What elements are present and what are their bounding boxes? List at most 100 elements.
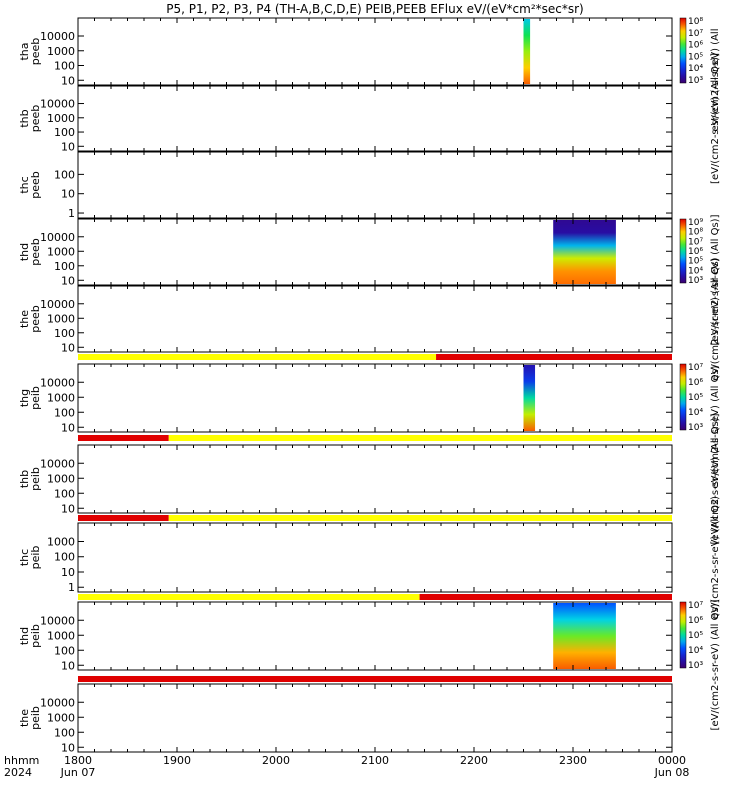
- colorbar: [679, 363, 687, 431]
- panel-label-line: peeb: [29, 305, 42, 333]
- x-tick-label: 1800: [64, 754, 92, 767]
- colorbar-tick-label: 10³: [688, 76, 703, 86]
- spectrogram-block: [553, 220, 616, 284]
- y-tick-label: 100: [54, 327, 75, 340]
- y-tick-label: 1000: [47, 472, 75, 485]
- colorbar-label: [eV/(cm2-s-sr-eV) (All Qs)]: [710, 599, 721, 730]
- panel-label-line: peib: [29, 706, 42, 730]
- x-tick-label: 0000: [658, 754, 686, 767]
- y-tick-label: 10: [61, 188, 75, 201]
- panel-thd-peeb: 10000100010010thdpeeb10⁹10⁸10⁷10⁶10⁵10⁴1…: [18, 214, 721, 345]
- panel-label-line: thb: [18, 109, 31, 127]
- y-tick-label: 1000: [47, 112, 75, 125]
- colorbar-label: [eV/(cm2-s-sr-eV) (All Qs)]: [710, 53, 721, 184]
- panel-frame: [77, 363, 673, 433]
- y-tick-label: 10000: [40, 231, 75, 244]
- x-tick-label: 2100: [361, 754, 389, 767]
- colorbar-tick-label: 10⁶: [688, 41, 703, 51]
- date-start-label: Jun 07: [60, 766, 96, 779]
- colorbar-tick-label: 10⁶: [688, 247, 703, 257]
- panel-frame: [77, 17, 673, 86]
- colorbar: [679, 218, 687, 284]
- mode-bar: [78, 354, 672, 360]
- colorbar-tick-label: 10⁷: [688, 601, 703, 611]
- colorbar-tick-label: 10⁶: [688, 378, 703, 388]
- y-tick-label: 100: [54, 406, 75, 419]
- colorbar-tick-label: 10⁴: [688, 64, 703, 74]
- y-tick-label: 100: [54, 260, 75, 273]
- y-tick-label: 10000: [40, 614, 75, 627]
- y-tick-label: 10: [61, 566, 75, 579]
- colorbar-label: eV/(cm2-s-sr-eV) (All: [710, 29, 721, 132]
- y-tick-label: 1000: [47, 711, 75, 724]
- y-tick-label: 10: [61, 341, 75, 354]
- mode-bar: [78, 676, 672, 682]
- colorbar-tick-label: 10⁷: [688, 29, 703, 39]
- y-tick-label: 1000: [47, 45, 75, 58]
- x-header-hhmm: hhmm: [4, 754, 39, 767]
- colorbar-tick-label: 10⁹: [688, 218, 703, 228]
- colorbar-tick-label: 10⁵: [688, 52, 703, 62]
- panel-label-line: thc: [18, 176, 31, 193]
- y-tick-label: 10: [61, 659, 75, 672]
- y-tick-label: 10: [61, 421, 75, 434]
- y-tick-label: 100: [54, 551, 75, 564]
- mode-bar-segment: [78, 435, 169, 441]
- panel-frame: [77, 85, 673, 152]
- panel-label-line: peeb: [29, 171, 42, 199]
- colorbar-tick-label: 10⁴: [688, 266, 703, 276]
- y-tick-label: 10: [61, 741, 75, 754]
- mode-bar: [78, 594, 672, 600]
- panel-frame: [77, 683, 673, 753]
- panel-label-line: peeb: [29, 38, 42, 66]
- colorbar-tick-label: 10⁵: [688, 631, 703, 641]
- panel-label-line: thb: [18, 470, 31, 488]
- colorbar-label: eV/(cm2-s-sr-eV) (All Qs): [710, 257, 721, 380]
- y-tick-label: 100: [54, 60, 75, 73]
- spectrogram-block: [523, 365, 536, 431]
- mode-bar-segment: [78, 354, 437, 360]
- colorbar-label: eV/(cm2-s-sr-eV) (All Qs): [710, 365, 721, 488]
- colorbar-tick-label: 10⁴: [688, 408, 703, 418]
- panel-label-line: thg: [18, 389, 31, 407]
- spectrogram-block: [553, 603, 616, 669]
- panel-label-line: peib: [29, 386, 42, 410]
- colorbar-tick-label: 10⁸: [688, 228, 703, 238]
- colorbar-tick-label: 10⁵: [688, 393, 703, 403]
- colorbar-tick-label: 10⁷: [688, 237, 703, 247]
- colorbar-tick-label: 10⁴: [688, 646, 703, 656]
- mode-bar: [78, 435, 672, 441]
- y-tick-label: 1: [68, 207, 75, 220]
- x-header-year: 2024: [4, 766, 32, 779]
- x-tick-label: 2200: [460, 754, 488, 767]
- y-tick-label: 100: [54, 168, 75, 181]
- colorbar: [679, 17, 687, 84]
- mode-bar-segment: [78, 676, 672, 682]
- mode-bar-segment: [168, 435, 672, 441]
- y-tick-label: 100: [54, 126, 75, 139]
- x-tick-label: 1900: [163, 754, 191, 767]
- y-tick-label: 1000: [47, 535, 75, 548]
- panel-label-line: peib: [29, 467, 42, 491]
- colorbar-tick-label: 10³: [688, 661, 703, 671]
- y-tick-label: 10000: [40, 98, 75, 111]
- mode-bar-segment: [419, 594, 672, 600]
- panel-label-line: thd: [18, 627, 31, 645]
- x-tick-label: 2000: [262, 754, 290, 767]
- colorbar-label: [eV/(cm2-s-sr-eV) (All Qs)]: [710, 413, 721, 544]
- figure-title: P5, P1, P2, P3, P4 (TH-A,B,C,D,E) PEIB,P…: [166, 2, 583, 16]
- x-tick-label: 2300: [559, 754, 587, 767]
- y-tick-label: 10000: [40, 298, 75, 311]
- panel-frame: [77, 444, 673, 514]
